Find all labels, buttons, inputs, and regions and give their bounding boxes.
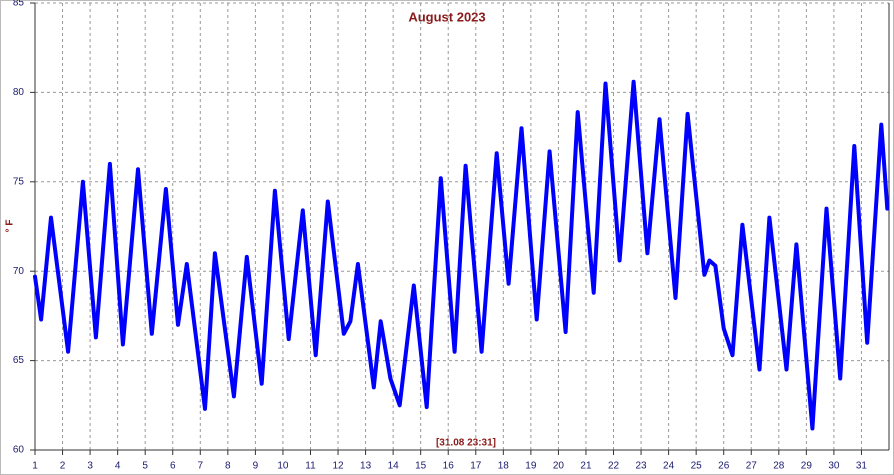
x-tick-label: 30 bbox=[828, 461, 840, 472]
x-tick-label: 29 bbox=[801, 461, 813, 472]
x-tick-label: 21 bbox=[580, 461, 592, 472]
y-tick-label: 75 bbox=[13, 176, 25, 187]
y-tick-label: 60 bbox=[13, 445, 25, 456]
x-tick-label: 12 bbox=[332, 461, 344, 472]
x-tick-label: 11 bbox=[305, 461, 316, 472]
temperature-line bbox=[33, 79, 890, 431]
y-tick-label: 85 bbox=[13, 0, 25, 9]
x-tick-label: 15 bbox=[415, 461, 427, 472]
x-tick-label: 17 bbox=[470, 461, 482, 472]
x-tick-label: 13 bbox=[360, 461, 372, 472]
x-tick-label: 19 bbox=[525, 461, 537, 472]
chart-title: August 2023 bbox=[408, 9, 485, 24]
annotation: [31.08 23:31] bbox=[436, 438, 496, 449]
x-tick-label: 2 bbox=[60, 461, 66, 472]
x-tick-label: 22 bbox=[608, 461, 620, 472]
x-tick-label: 7 bbox=[198, 461, 204, 472]
x-tick-label: 16 bbox=[443, 461, 455, 472]
x-tick-label: 1 bbox=[32, 461, 38, 472]
x-tick-label: 10 bbox=[277, 461, 289, 472]
y-tick-label: 80 bbox=[13, 87, 25, 98]
y-tick-label: 65 bbox=[13, 355, 25, 366]
x-tick-label: 9 bbox=[253, 461, 259, 472]
x-tick-label: 31 bbox=[856, 461, 868, 472]
y-axis-label: ° F bbox=[5, 220, 16, 233]
x-tick-label: 27 bbox=[746, 461, 758, 472]
x-tick-label: 20 bbox=[553, 461, 565, 472]
x-tick-label: 25 bbox=[691, 461, 703, 472]
x-tick-label: 14 bbox=[388, 461, 400, 472]
x-tick-label: 4 bbox=[115, 461, 121, 472]
x-tick-label: 28 bbox=[773, 461, 785, 472]
x-tick-label: 5 bbox=[142, 461, 148, 472]
x-tick-label: 23 bbox=[636, 461, 648, 472]
x-tick-label: 24 bbox=[663, 461, 675, 472]
x-tick-label: 8 bbox=[225, 461, 231, 472]
x-tick-label: 6 bbox=[170, 461, 176, 472]
x-tick-label: 18 bbox=[498, 461, 510, 472]
x-tick-label: 3 bbox=[87, 461, 93, 472]
x-tick-label: 26 bbox=[718, 461, 730, 472]
y-tick-label: 70 bbox=[13, 266, 25, 277]
